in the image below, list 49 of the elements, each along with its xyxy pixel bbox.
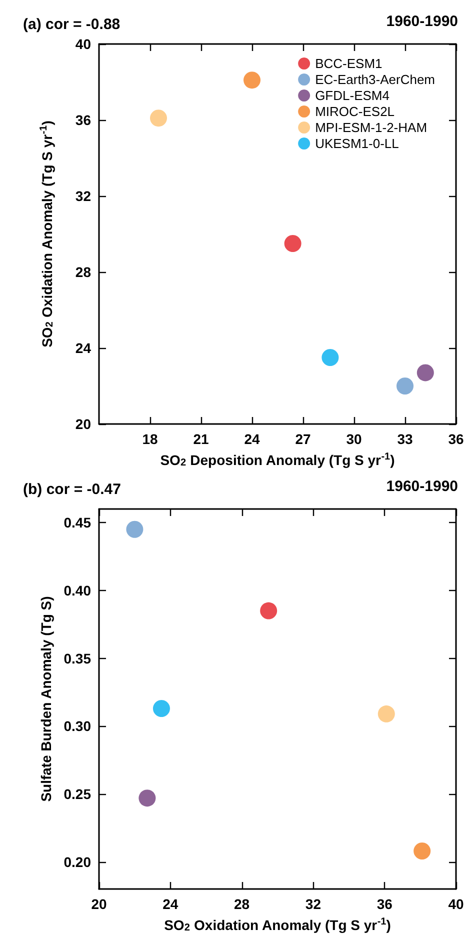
point [138,790,156,807]
x-tick-label: 33 [397,431,413,447]
x-tick-label: 36 [376,896,393,912]
y-tick-label: 0.20 [64,854,92,870]
y-tick-label: 36 [75,112,92,128]
point [260,602,278,620]
legend-label: UKESM1-0-LL [315,136,399,151]
x-tick-label: 32 [305,896,322,912]
x-tick-label: 20 [91,896,107,912]
point [150,110,167,127]
x-tick-label: 24 [162,896,178,912]
y-tick-label: 40 [75,36,92,52]
y-tick-label: 20 [75,416,92,432]
y-axis-title: Sulfate Burden Anomaly (Tg S) [38,596,54,802]
text: 1960-1990 [386,13,458,30]
y-tick-label: 32 [75,188,92,204]
chart-title: (b) cor = -0.47 [23,481,121,498]
point [378,705,395,722]
chart-title: (a) cor = -0.88 [23,16,120,33]
point [396,378,414,394]
x-tick-label: 40 [448,896,464,912]
y-tick-label: 0.45 [64,514,92,531]
x-tick-label: 36 [448,431,464,447]
x-tick-label: 27 [295,431,311,447]
y-tick-label: 0.25 [64,786,92,802]
point [152,700,170,717]
legend-label: EC-Earth3-AerChem [315,72,436,87]
text: 1960-1990 [386,478,458,495]
point [416,364,434,382]
x-tick-label: 21 [193,431,209,447]
legend-label: GFDL-ESM4 [315,88,390,103]
point [414,842,431,860]
legend-label: BCC-ESM1 [315,56,382,71]
x-tick-label: 28 [234,896,250,912]
y-axis-title: SO2 Oxidation Anomaly (Tg S yr-1) [38,120,56,348]
point [126,520,144,538]
y-tick-label: 0.35 [64,650,92,666]
point [284,235,302,252]
x-tick-label: 18 [142,431,158,447]
legend-label: MPI-ESM-1-2-HAM [315,120,428,135]
point [322,349,339,366]
point [244,72,260,89]
y-tick-label: 0.30 [64,718,92,734]
y-tick-label: 0.40 [64,582,92,598]
x-tick-label: 24 [244,431,260,447]
x-tick-label: 30 [346,431,362,447]
y-tick-label: 28 [75,264,92,280]
legend-label: MIROC-ES2L [315,104,395,119]
y-tick-label: 24 [75,340,92,356]
